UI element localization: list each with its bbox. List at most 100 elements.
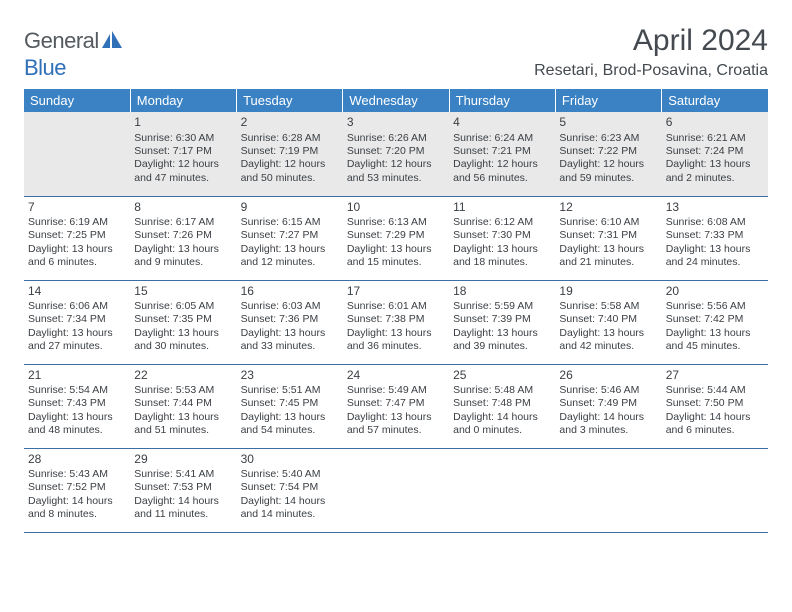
day-number: 11 [453, 200, 551, 215]
sunrise-line: Sunrise: 5:43 AM [28, 468, 126, 481]
day-cell [24, 112, 130, 196]
day-number: 19 [559, 284, 657, 299]
sunset-line: Sunset: 7:40 PM [559, 313, 657, 326]
sunrise-line: Sunrise: 6:13 AM [347, 216, 445, 229]
day-number: 27 [666, 368, 764, 383]
day-cell: 20Sunrise: 5:56 AMSunset: 7:42 PMDayligh… [662, 280, 768, 364]
day-cell: 7Sunrise: 6:19 AMSunset: 7:25 PMDaylight… [24, 196, 130, 280]
day-cell [343, 448, 449, 532]
daylight-line: Daylight: 13 hours and 9 minutes. [134, 243, 232, 270]
daylight-line: Daylight: 13 hours and 57 minutes. [347, 411, 445, 438]
day-cell: 17Sunrise: 6:01 AMSunset: 7:38 PMDayligh… [343, 280, 449, 364]
sunset-line: Sunset: 7:47 PM [347, 397, 445, 410]
weekday-header: Tuesday [237, 89, 343, 112]
sunrise-line: Sunrise: 5:40 AM [241, 468, 339, 481]
weekday-header: Sunday [24, 89, 130, 112]
calendar-header-row: SundayMondayTuesdayWednesdayThursdayFrid… [24, 89, 768, 112]
day-number: 6 [666, 115, 764, 130]
daylight-line: Daylight: 12 hours and 59 minutes. [559, 158, 657, 185]
daylight-line: Daylight: 12 hours and 53 minutes. [347, 158, 445, 185]
day-cell: 6Sunrise: 6:21 AMSunset: 7:24 PMDaylight… [662, 112, 768, 196]
daylight-line: Daylight: 13 hours and 24 minutes. [666, 243, 764, 270]
sunset-line: Sunset: 7:53 PM [134, 481, 232, 494]
day-number: 21 [28, 368, 126, 383]
day-cell: 13Sunrise: 6:08 AMSunset: 7:33 PMDayligh… [662, 196, 768, 280]
sunrise-line: Sunrise: 5:44 AM [666, 384, 764, 397]
daylight-line: Daylight: 14 hours and 6 minutes. [666, 411, 764, 438]
sunrise-line: Sunrise: 6:24 AM [453, 132, 551, 145]
daylight-line: Daylight: 13 hours and 12 minutes. [241, 243, 339, 270]
sunset-line: Sunset: 7:25 PM [28, 229, 126, 242]
daylight-line: Daylight: 12 hours and 50 minutes. [241, 158, 339, 185]
sunrise-line: Sunrise: 6:15 AM [241, 216, 339, 229]
day-cell: 10Sunrise: 6:13 AMSunset: 7:29 PMDayligh… [343, 196, 449, 280]
day-number: 9 [241, 200, 339, 215]
sunrise-line: Sunrise: 6:26 AM [347, 132, 445, 145]
day-number: 17 [347, 284, 445, 299]
day-number: 8 [134, 200, 232, 215]
day-cell: 16Sunrise: 6:03 AMSunset: 7:36 PMDayligh… [237, 280, 343, 364]
sails-icon [101, 29, 123, 55]
daylight-line: Daylight: 13 hours and 42 minutes. [559, 327, 657, 354]
daylight-line: Daylight: 13 hours and 54 minutes. [241, 411, 339, 438]
day-number: 12 [559, 200, 657, 215]
sunset-line: Sunset: 7:22 PM [559, 145, 657, 158]
day-cell: 15Sunrise: 6:05 AMSunset: 7:35 PMDayligh… [130, 280, 236, 364]
day-number: 4 [453, 115, 551, 130]
weekday-header: Saturday [662, 89, 768, 112]
day-number: 24 [347, 368, 445, 383]
day-number: 13 [666, 200, 764, 215]
sunset-line: Sunset: 7:29 PM [347, 229, 445, 242]
calendar-table: SundayMondayTuesdayWednesdayThursdayFrid… [24, 89, 768, 533]
sunset-line: Sunset: 7:36 PM [241, 313, 339, 326]
sunset-line: Sunset: 7:21 PM [453, 145, 551, 158]
daylight-line: Daylight: 13 hours and 36 minutes. [347, 327, 445, 354]
day-cell: 30Sunrise: 5:40 AMSunset: 7:54 PMDayligh… [237, 448, 343, 532]
day-cell [449, 448, 555, 532]
daylight-line: Daylight: 13 hours and 48 minutes. [28, 411, 126, 438]
sunset-line: Sunset: 7:33 PM [666, 229, 764, 242]
sunset-line: Sunset: 7:52 PM [28, 481, 126, 494]
sunset-line: Sunset: 7:39 PM [453, 313, 551, 326]
daylight-line: Daylight: 13 hours and 39 minutes. [453, 327, 551, 354]
weekday-header: Wednesday [343, 89, 449, 112]
table-row: 28Sunrise: 5:43 AMSunset: 7:52 PMDayligh… [24, 448, 768, 532]
sunrise-line: Sunrise: 5:48 AM [453, 384, 551, 397]
sunrise-line: Sunrise: 6:19 AM [28, 216, 126, 229]
daylight-line: Daylight: 12 hours and 56 minutes. [453, 158, 551, 185]
sunset-line: Sunset: 7:35 PM [134, 313, 232, 326]
day-cell: 3Sunrise: 6:26 AMSunset: 7:20 PMDaylight… [343, 112, 449, 196]
sunrise-line: Sunrise: 6:21 AM [666, 132, 764, 145]
day-number: 18 [453, 284, 551, 299]
weekday-header: Friday [555, 89, 661, 112]
day-cell: 12Sunrise: 6:10 AMSunset: 7:31 PMDayligh… [555, 196, 661, 280]
day-number: 10 [347, 200, 445, 215]
sunset-line: Sunset: 7:50 PM [666, 397, 764, 410]
sunset-line: Sunset: 7:20 PM [347, 145, 445, 158]
daylight-line: Daylight: 13 hours and 51 minutes. [134, 411, 232, 438]
day-cell: 14Sunrise: 6:06 AMSunset: 7:34 PMDayligh… [24, 280, 130, 364]
table-row: 1Sunrise: 6:30 AMSunset: 7:17 PMDaylight… [24, 112, 768, 196]
day-cell: 29Sunrise: 5:41 AMSunset: 7:53 PMDayligh… [130, 448, 236, 532]
day-cell: 24Sunrise: 5:49 AMSunset: 7:47 PMDayligh… [343, 364, 449, 448]
day-cell: 1Sunrise: 6:30 AMSunset: 7:17 PMDaylight… [130, 112, 236, 196]
sunrise-line: Sunrise: 6:08 AM [666, 216, 764, 229]
day-number: 23 [241, 368, 339, 383]
day-cell: 28Sunrise: 5:43 AMSunset: 7:52 PMDayligh… [24, 448, 130, 532]
day-number: 30 [241, 452, 339, 467]
day-number: 5 [559, 115, 657, 130]
sunset-line: Sunset: 7:54 PM [241, 481, 339, 494]
sunrise-line: Sunrise: 5:59 AM [453, 300, 551, 313]
daylight-line: Daylight: 13 hours and 21 minutes. [559, 243, 657, 270]
day-cell: 18Sunrise: 5:59 AMSunset: 7:39 PMDayligh… [449, 280, 555, 364]
day-cell: 19Sunrise: 5:58 AMSunset: 7:40 PMDayligh… [555, 280, 661, 364]
day-cell: 2Sunrise: 6:28 AMSunset: 7:19 PMDaylight… [237, 112, 343, 196]
logo-word-2: Blue [24, 55, 66, 80]
sunset-line: Sunset: 7:30 PM [453, 229, 551, 242]
sunset-line: Sunset: 7:26 PM [134, 229, 232, 242]
sunrise-line: Sunrise: 5:54 AM [28, 384, 126, 397]
daylight-line: Daylight: 12 hours and 47 minutes. [134, 158, 232, 185]
sunrise-line: Sunrise: 6:28 AM [241, 132, 339, 145]
daylight-line: Daylight: 13 hours and 15 minutes. [347, 243, 445, 270]
sunrise-line: Sunrise: 6:03 AM [241, 300, 339, 313]
